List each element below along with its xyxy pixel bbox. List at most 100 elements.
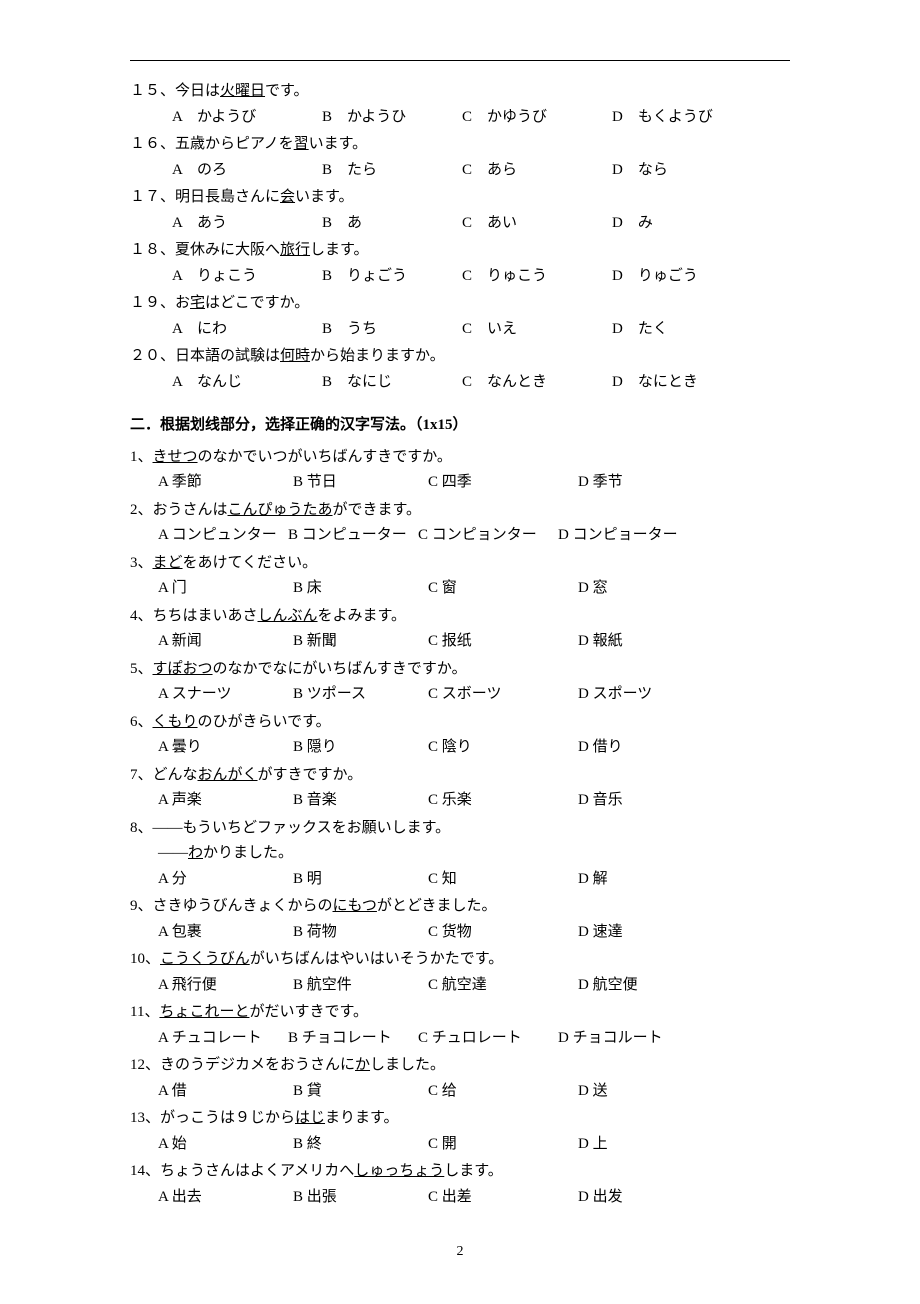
option: A にわ	[172, 317, 322, 343]
option: A 新闻	[158, 629, 293, 655]
question-text: 13、がっこうは９じからはじまります。	[130, 1106, 790, 1132]
options-row: A チュコレートB チョコレートC チュロレートD チョコルート	[130, 1026, 790, 1052]
option: A 声楽	[158, 788, 293, 814]
option: B 出張	[293, 1185, 428, 1211]
option: C 窗	[428, 576, 578, 602]
options-row: A 飛行便B 航空件C 航空達D 航空便	[130, 973, 790, 999]
page-number: 2	[130, 1240, 790, 1264]
option: B チョコレート	[288, 1026, 418, 1052]
option: A 分	[158, 867, 293, 893]
question: 2、おうさんはこんぴゅうたあができます。A コンピュンターB コンピューターC …	[130, 498, 790, 549]
options-row: A コンピュンターB コンピューターC コンピョンターD コンピョーター	[130, 523, 790, 549]
options-row: A かようびB かようひC かゆうびD もくようび	[130, 105, 790, 131]
option: C 四季	[428, 470, 578, 496]
question: ２０、日本語の試験は何時から始まりますか。A なんじB なにじC なんときD な…	[130, 344, 790, 395]
option: D 借り	[578, 735, 623, 761]
option: B なにじ	[322, 370, 462, 396]
question: 1、きせつのなかでいつがいちばんすきですか。A 季節B 节日C 四季D 季节	[130, 445, 790, 496]
option: B あ	[322, 211, 462, 237]
options-row: A なんじB なにじC なんときD なにとき	[130, 370, 790, 396]
options-row: A にわB うちC いえD たく	[130, 317, 790, 343]
option: C りゅこう	[462, 264, 612, 290]
options-row: A 季節B 节日C 四季D 季节	[130, 470, 790, 496]
option: C チュロレート	[418, 1026, 558, 1052]
question: １９、お宅はどこですか。A にわB うちC いえD たく	[130, 291, 790, 342]
options-row: A スナーツB ツポースC スボーツD スポーツ	[130, 682, 790, 708]
option: B 隠り	[293, 735, 428, 761]
option: D み	[612, 211, 653, 237]
option: A 飛行便	[158, 973, 293, 999]
question-text: 9、さきゆうびんきょくからのにもつがとどきました。	[130, 894, 790, 920]
option: D たく	[612, 317, 668, 343]
option: C 货物	[428, 920, 578, 946]
question-text: 4、ちちはまいあさしんぶんをよみます。	[130, 604, 790, 630]
option: B 荷物	[293, 920, 428, 946]
option: D 速達	[578, 920, 623, 946]
option: C なんとき	[462, 370, 612, 396]
option: B 終	[293, 1132, 428, 1158]
question: 6、くもりのひがきらいです。A 曇りB 隠りC 陰りD 借り	[130, 710, 790, 761]
option: B コンピューター	[288, 523, 418, 549]
option: A りょこう	[172, 264, 322, 290]
dialog-line: ——わかりました。	[130, 841, 790, 867]
option: C かゆうび	[462, 105, 612, 131]
options-row: A 门B 床C 窗D 窓	[130, 576, 790, 602]
option: C あら	[462, 158, 612, 184]
question: 11、ちょこれーとがだいすきです。A チュコレートB チョコレートC チュロレー…	[130, 1000, 790, 1051]
option: D なにとき	[612, 370, 698, 396]
option: B 节日	[293, 470, 428, 496]
option: A スナーツ	[158, 682, 293, 708]
option: B りょごう	[322, 264, 462, 290]
option: C 開	[428, 1132, 578, 1158]
option: C いえ	[462, 317, 612, 343]
option: C 出差	[428, 1185, 578, 1211]
option: A あう	[172, 211, 322, 237]
option: B うち	[322, 317, 462, 343]
horizontal-rule	[130, 60, 790, 61]
question-text: 12、きのうデジカメをおうさんにかしました。	[130, 1053, 790, 1079]
question: 9、さきゆうびんきょくからのにもつがとどきました。A 包裹B 荷物C 货物D 速…	[130, 894, 790, 945]
option: D 報紙	[578, 629, 623, 655]
question-text: ２０、日本語の試験は何時から始まりますか。	[130, 344, 790, 370]
option: A 门	[158, 576, 293, 602]
question: 7、どんなおんがくがすきですか。A 声楽B 音楽C 乐楽D 音乐	[130, 763, 790, 814]
option: D りゅごう	[612, 264, 698, 290]
option: D チョコルート	[558, 1026, 663, 1052]
option: C 乐楽	[428, 788, 578, 814]
question-text: １６、五歳からピアノを習います。	[130, 132, 790, 158]
option: C 陰り	[428, 735, 578, 761]
option: A 借	[158, 1079, 293, 1105]
options-row: A 新闻B 新聞C 报纸D 報紙	[130, 629, 790, 655]
option: D もくようび	[612, 105, 713, 131]
option: A チュコレート	[158, 1026, 288, 1052]
option: C 给	[428, 1079, 578, 1105]
question-text: 7、どんなおんがくがすきですか。	[130, 763, 790, 789]
question-text: 11、ちょこれーとがだいすきです。	[130, 1000, 790, 1026]
question: 14、ちょうさんはよくアメリカへしゅっちょうします。A 出去B 出張C 出差D …	[130, 1159, 790, 1210]
section-2: 1、きせつのなかでいつがいちばんすきですか。A 季節B 节日C 四季D 季节2、…	[130, 445, 790, 1211]
option: D 航空便	[578, 973, 638, 999]
option: C 报纸	[428, 629, 578, 655]
option: B 新聞	[293, 629, 428, 655]
question-text: 6、くもりのひがきらいです。	[130, 710, 790, 736]
option: D 上	[578, 1132, 608, 1158]
options-row: A 始B 終C 開D 上	[130, 1132, 790, 1158]
option: C 知	[428, 867, 578, 893]
question: 12、きのうデジカメをおうさんにかしました。A 借B 貸C 给D 送	[130, 1053, 790, 1104]
option: C あい	[462, 211, 612, 237]
question: 8、——もういちどファックスをお願いします。——わかりました。A 分B 明C 知…	[130, 816, 790, 893]
section-1: １５、今日は火曜日です。A かようびB かようひC かゆうびD もくようび１６、…	[130, 79, 790, 395]
question-text: 10、こうくうびんがいちばんはやいはいそうかたです。	[130, 947, 790, 973]
question: 3、まどをあけてください。A 门B 床C 窗D 窓	[130, 551, 790, 602]
option: D 窓	[578, 576, 608, 602]
options-row: A 包裹B 荷物C 货物D 速達	[130, 920, 790, 946]
option: A 曇り	[158, 735, 293, 761]
options-row: A 曇りB 隠りC 陰りD 借り	[130, 735, 790, 761]
question: １７、明日長島さんに会います。A あうB あC あいD み	[130, 185, 790, 236]
question-text: 3、まどをあけてください。	[130, 551, 790, 577]
question-text: １９、お宅はどこですか。	[130, 291, 790, 317]
option: D コンピョーター	[558, 523, 678, 549]
option: D 送	[578, 1079, 608, 1105]
option: A コンピュンター	[158, 523, 288, 549]
option: B 明	[293, 867, 428, 893]
